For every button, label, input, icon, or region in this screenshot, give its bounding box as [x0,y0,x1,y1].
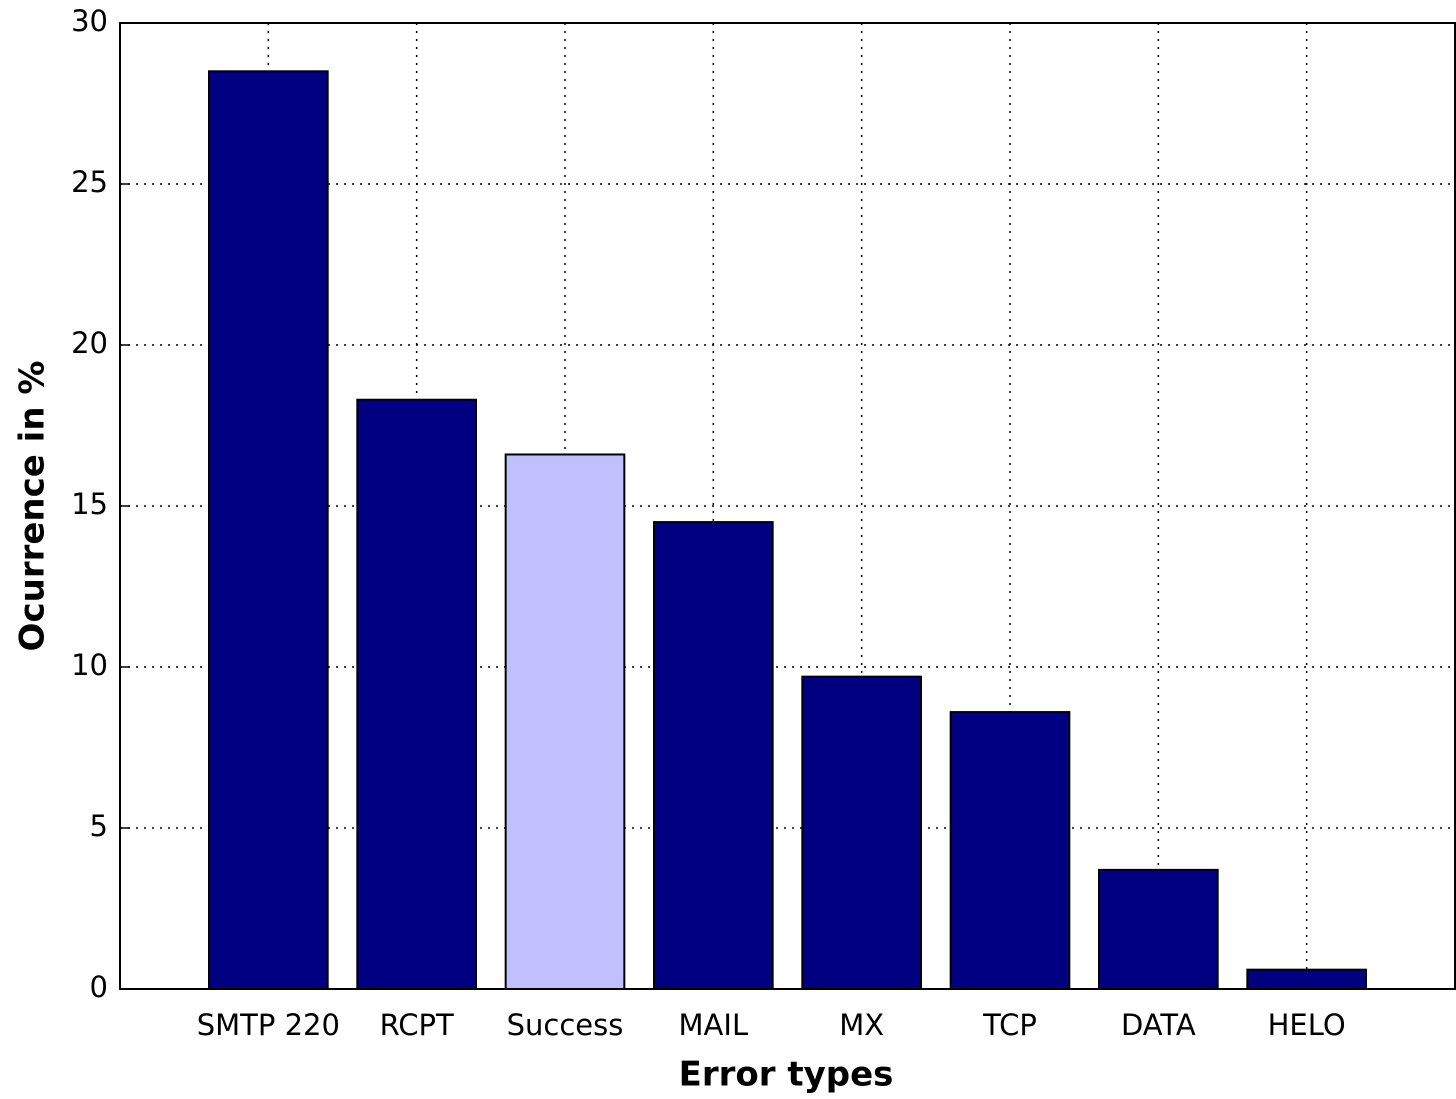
x-tick-label: HELO [1268,1008,1346,1042]
y-tick-label: 10 [71,648,108,682]
x-tick-label: Success [507,1008,624,1042]
bar [356,398,478,990]
y-axis-label: Ocurrence in % [13,361,53,652]
bar [1098,868,1219,990]
x-tick-label: MAIL [679,1008,749,1042]
y-tick-label: 20 [71,326,108,360]
y-tick-label: 15 [71,487,108,521]
x-tick-label: MX [839,1008,884,1042]
bar [1246,968,1368,990]
y-tick-label: 0 [90,970,108,1004]
x-tick-label: SMTP 220 [197,1008,340,1042]
bar [949,711,1071,991]
x-tick-label: DATA [1121,1008,1196,1042]
x-tick-label: TCP [982,1008,1037,1042]
y-tick-label: 5 [90,809,108,843]
bar [801,675,922,990]
y-tick-label: 30 [71,4,108,38]
bar [504,453,626,991]
x-axis-label: Error types [679,1055,894,1095]
x-tick-label: RCPT [380,1008,454,1042]
bar [208,70,329,991]
plot-frame [119,22,1456,990]
bar [653,521,774,990]
y-tick-label: 25 [71,165,108,199]
